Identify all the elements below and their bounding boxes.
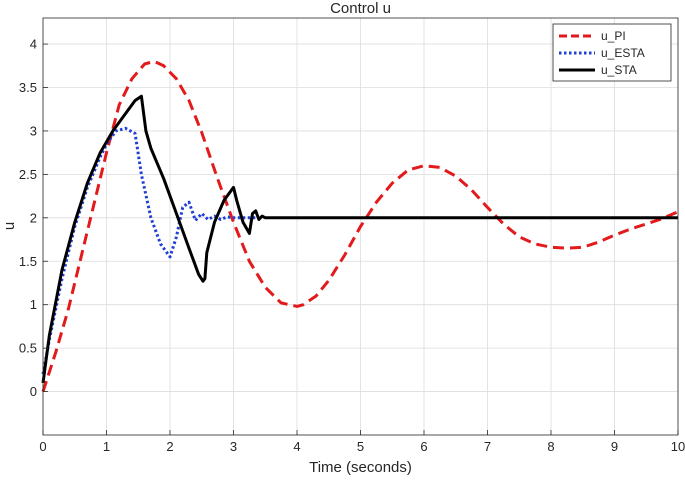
x-tick-label: 7 [484,439,491,454]
series-line-u-esta [41,126,259,375]
x-tick-label: 1 [103,439,110,454]
series-line-u-pi [41,59,679,393]
x-tick-label: 9 [611,439,618,454]
legend-label: u_PI [601,29,626,43]
y-tick-label: 0 [30,384,37,399]
ticks: 0 1 2 3 4 5 6 7 8 9 10 0 0.5 1 1.5 2 2.5 3 3.5 4 [19,37,685,454]
y-tick-label: 1.5 [19,254,37,269]
legend-label: u_STA [601,63,637,77]
x-tick-label: 8 [547,439,554,454]
x-tick-label: 6 [420,439,427,454]
y-tick-label: 0.5 [19,341,37,356]
chart-title: Control u [330,0,391,17]
x-tick-label: 10 [671,439,685,454]
y-tick-label: 1 [30,297,37,312]
y-tick-label: 3 [30,123,37,138]
y-tick-label: 2 [30,210,37,225]
y-tick-label: 3.5 [19,80,37,95]
x-tick-label: 2 [166,439,173,454]
x-axis-label: Time (seconds) [309,459,412,476]
legend: u_PI u_ESTA u_STA [552,23,672,82]
series-line-u-sta [41,94,678,384]
x-tick-label: 3 [230,439,237,454]
x-tick-label: 0 [39,439,46,454]
legend-label: u_ESTA [601,46,645,60]
x-tick-label: 4 [293,439,300,454]
y-tick-label: 2.5 [19,167,37,182]
series-group [41,59,679,393]
y-tick-label: 4 [30,37,37,52]
y-axis-label: u [1,222,18,230]
x-tick-label: 5 [357,439,364,454]
